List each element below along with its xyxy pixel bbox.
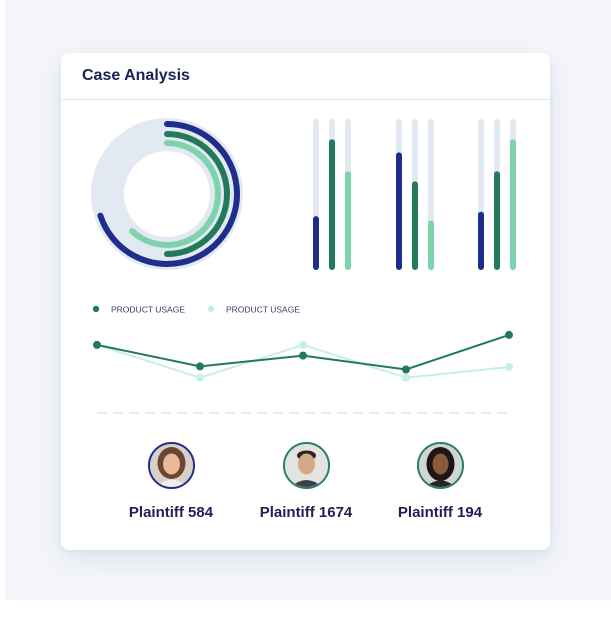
line-point — [505, 363, 513, 371]
legend-marker — [207, 305, 215, 313]
card-header: Case Analysis — [61, 53, 550, 100]
radial-arc — [97, 121, 240, 267]
plaintiff-list: Plaintiff 584 Plaintiff 1674 — [61, 442, 550, 532]
plaintiff-name: Plaintiff 584 — [128, 504, 214, 521]
plaintiff-card[interactable]: Plaintiff 1674 — [241, 442, 371, 521]
radial-arc — [129, 140, 221, 248]
line-point — [402, 373, 410, 382]
line-point — [196, 373, 204, 382]
plaintiff-card[interactable]: Plaintiff 584 — [106, 442, 236, 521]
line-point — [505, 330, 513, 339]
case-analysis-charts: PRODUCT USAGE PRODUCT USAGE — [91, 118, 516, 414]
plaintiff-card[interactable]: Plaintiff 194 — [375, 442, 505, 521]
man-avatar — [282, 442, 330, 489]
line-point — [402, 365, 410, 374]
line-point — [196, 362, 204, 371]
woman-avatar — [416, 442, 464, 489]
line-point — [299, 351, 307, 360]
radial-arc — [164, 131, 230, 257]
legend-label: PRODUCT USAGE — [226, 305, 300, 315]
legend-label: PRODUCT USAGE — [111, 305, 185, 315]
plaintiff-name: Plaintiff 1674 — [259, 504, 353, 521]
radial-chart-center — [124, 151, 210, 237]
legend-marker — [92, 305, 100, 313]
line-point — [93, 340, 101, 349]
case-analysis-card: Case Analysis PRODUCT USAGE PRODUCT USAGE… — [61, 53, 550, 550]
plaintiff-name: Plaintiff 194 — [397, 504, 483, 521]
card-title: Case Analysis — [82, 67, 190, 84]
line-series — [96, 343, 510, 379]
line-point — [299, 340, 307, 349]
woman-avatar — [147, 442, 195, 489]
